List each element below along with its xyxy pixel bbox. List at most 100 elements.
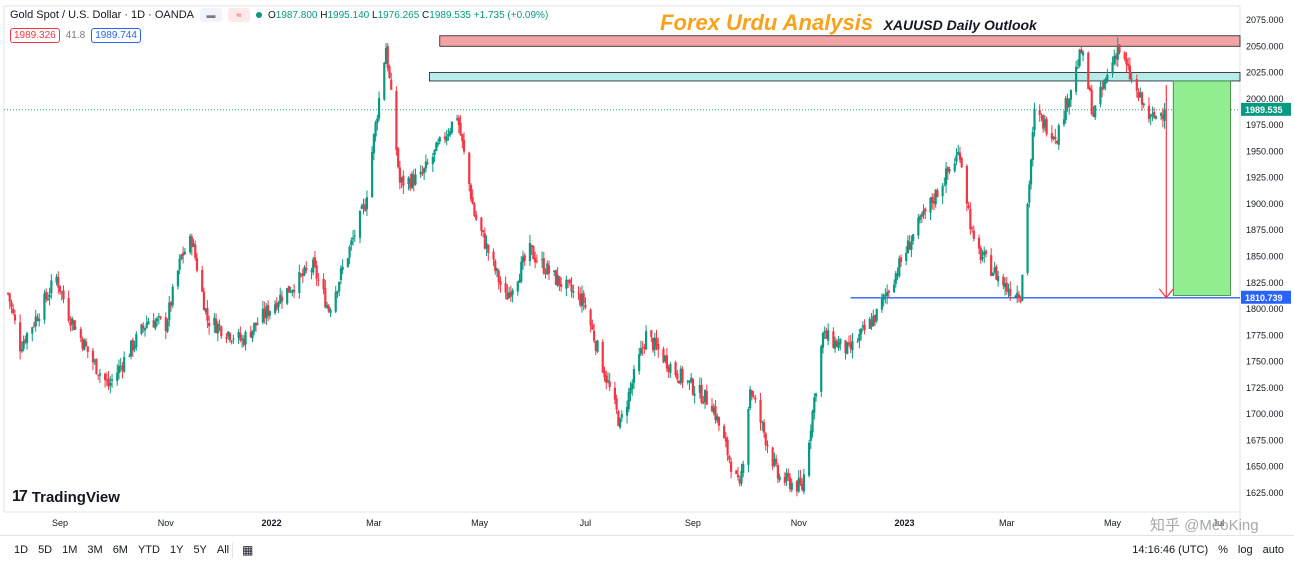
candle-body [1045, 119, 1048, 135]
candle-body [820, 346, 823, 392]
tradingview-logo[interactable]: 17 TradingView [12, 488, 120, 506]
analysis-banner: Forex Urdu Analysis XAUUSD Daily Outlook [660, 10, 1037, 36]
candle-body [25, 333, 29, 344]
candle-body [32, 325, 36, 327]
candle-body [518, 279, 521, 283]
candle-body [504, 283, 507, 293]
candle-body [639, 348, 643, 355]
candle-body [117, 365, 121, 373]
y-tick-label: 1675.000 [1246, 435, 1284, 445]
range-1y-button[interactable]: 1Y [169, 544, 184, 556]
candle-body [456, 118, 459, 120]
log-scale-button[interactable]: log [1237, 544, 1253, 556]
toolbar-divider [232, 543, 233, 558]
candle-body [686, 380, 689, 382]
candle-body [431, 156, 434, 164]
candle-body [1111, 62, 1114, 74]
range-5d-button[interactable]: 5D [38, 544, 53, 556]
eye-icon[interactable]: ▬ [200, 8, 222, 22]
current-price-label-bg [1241, 102, 1291, 116]
candle-body [703, 389, 707, 402]
candle-body [886, 292, 889, 297]
candle-body [280, 296, 284, 302]
candle-body [176, 270, 180, 287]
range-1m-button[interactable]: 1M [62, 544, 78, 556]
candle-body [943, 185, 946, 187]
market-status-dot [256, 12, 262, 18]
candle-body [110, 379, 114, 381]
plot-area[interactable] [3, 5, 1241, 513]
candle-body [665, 355, 669, 369]
candle-body [1137, 91, 1140, 99]
candle-body [182, 252, 185, 256]
sell-price-button[interactable]: 1989.326 [10, 28, 60, 43]
range-all-button[interactable]: All [216, 544, 230, 556]
y-tick-label: 1825.000 [1246, 278, 1284, 288]
wave-icon[interactable]: ≈ [228, 8, 250, 22]
range-6m-button[interactable]: 6M [112, 544, 128, 556]
candle-body [1099, 86, 1102, 105]
candle-body [1066, 98, 1069, 108]
candle-body [480, 217, 483, 231]
target-box[interactable] [1172, 80, 1231, 296]
range-ytd-button[interactable]: YTD [137, 544, 160, 556]
candle-body [341, 266, 344, 270]
candle-body [957, 151, 960, 155]
x-tick-label: 2022 [262, 518, 282, 528]
candle-body [1094, 105, 1097, 118]
candle-body [159, 316, 162, 319]
y-tick-label: 1850.000 [1246, 252, 1284, 262]
candle-body [483, 233, 486, 249]
candle-body [424, 161, 427, 169]
candle-body [814, 393, 818, 397]
candle-body [544, 272, 547, 275]
candle-body [790, 482, 793, 490]
candle-body [1062, 119, 1066, 125]
y-tick-label: 2050.000 [1246, 41, 1284, 51]
candle-body [410, 173, 414, 188]
candle-body [662, 348, 665, 363]
candle-body [844, 340, 847, 354]
candle-body [98, 373, 102, 376]
candle-body [920, 214, 923, 217]
resistance-zone[interactable] [439, 35, 1241, 47]
candle-body [133, 345, 136, 349]
candle-body [449, 131, 452, 136]
candle-body [293, 289, 296, 293]
candle-body [1007, 290, 1010, 293]
candle-body [72, 320, 75, 331]
ohlc-open: 1987.800 [275, 9, 318, 21]
candle-body [1078, 49, 1081, 67]
candle-body [1003, 282, 1007, 288]
range-1d-button[interactable]: 1D [14, 544, 29, 556]
buy-price-button[interactable]: 1989.744 [91, 28, 141, 43]
candle-body [716, 416, 719, 421]
candle-body [336, 291, 339, 294]
y-tick-label: 1725.000 [1246, 383, 1284, 393]
candle-body [421, 173, 424, 174]
symbol-title[interactable]: Gold Spot / U.S. Dollar · 1D · OANDA [10, 9, 194, 21]
auto-scale-button[interactable]: auto [1262, 544, 1284, 556]
candle-body [929, 197, 932, 213]
range-3m-button[interactable]: 3M [87, 544, 103, 556]
candle-body [395, 91, 398, 151]
candle-body [750, 390, 753, 397]
ohlc-close: 1989.535 [429, 9, 471, 21]
percent-scale-button[interactable]: % [1218, 544, 1228, 556]
candle-body [677, 380, 681, 384]
time-readout: 14:16:46 (UTC) [1132, 544, 1209, 556]
x-tick-label: Nov [791, 518, 808, 528]
range-5y-button[interactable]: 5Y [193, 544, 207, 556]
candle-body [1068, 99, 1071, 107]
calendar-icon[interactable]: ▦ [242, 543, 254, 557]
candle-body [34, 316, 37, 327]
candle-body [894, 273, 897, 284]
candle-body [638, 354, 641, 372]
tradingview-logo-text: TradingView [31, 488, 120, 506]
candle-body [948, 169, 951, 172]
candle-body [202, 291, 206, 311]
demand-zone[interactable] [428, 72, 1241, 82]
candle-body [374, 122, 377, 137]
candle-body [239, 332, 242, 341]
